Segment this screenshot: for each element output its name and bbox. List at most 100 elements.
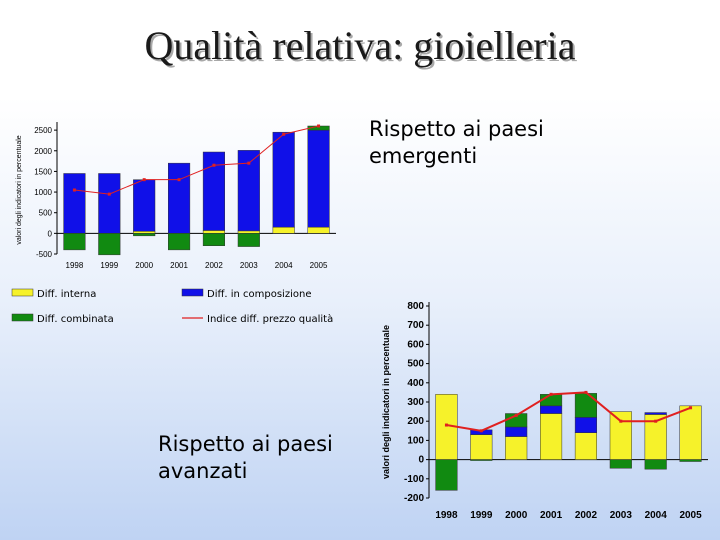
c2-bar-combinata [679,459,702,462]
c1-bar-combinata [63,233,86,251]
c1-xtick-label: 2004 [275,261,293,270]
chart-emerging: 2500 2000 1500 1000 500 0 -500 1998 1999 2000 2001… [11,122,336,325]
c1-bar-composizione [63,173,86,234]
c2-xtick-label: 2001 [540,510,563,521]
c2-xtick-label: 2000 [505,510,528,521]
c2-point-indice [619,419,623,423]
c2-bar-interna [505,436,528,460]
c1-bar-interna [133,231,156,234]
legend-swatch-combinata [11,313,34,322]
c2-bar-interna [540,413,563,460]
c1-ytick-label: -500 [36,250,53,259]
c1-point-indice [282,132,286,136]
legend-label-indice: Indice diff. prezzo qualità [207,313,333,325]
c1-xtick-label: 2000 [135,261,153,270]
caption-advanced: Rispetto ai paesi avanzati [158,432,333,483]
c2-ytick-label: 0 [418,455,424,466]
c2-ytick-label: 400 [407,378,424,389]
page-title: Qualità relativa: gioielleria [144,23,576,68]
c2-ytick-label: -200 [404,493,424,504]
c1-point-indice [177,178,181,182]
c2-ytick-label: 500 [407,359,424,370]
c1-bar-composizione [202,151,225,231]
c2-bar-combinata [644,459,667,470]
c2-bar-combinata [574,393,597,418]
c1-point-indice [317,124,321,128]
c1-bar-composizione [237,150,260,232]
c2-point-indice [514,413,518,417]
c2-bar-interna [609,411,632,460]
c2-ytick-label: 800 [407,301,424,312]
legend-label-interna: Diff. interna [37,289,96,300]
c2-bar-composizione [644,412,667,415]
c1-xtick-label: 1999 [100,261,118,270]
legend-swatch-composizione [181,288,204,297]
c1-xtick-label: 2001 [170,261,188,270]
c1-ytick-label: 0 [48,229,53,238]
c1-point-indice [107,192,111,196]
c2-ytick-label: 100 [407,435,424,446]
caption-emerging: Rispetto ai paesi emergenti [369,117,544,168]
c1-bar-interna [237,230,260,234]
c2-bar-composizione [540,405,563,414]
c1-bar-combinata [237,233,260,247]
c1-bar-composizione [133,179,156,232]
c1-bar-composizione [272,131,295,228]
c1-bar-combinata [202,233,225,246]
c2-bar-combinata [540,394,563,407]
c1-xtick-label: 2005 [310,261,328,270]
c1-point-indice [212,163,216,167]
c1-y-axis-label: valori degli indicatori in percentuale [16,135,23,244]
c1-ytick-label: 2000 [34,147,52,156]
c2-bar-composizione [574,417,597,433]
c2-bar-composizione [505,426,528,437]
c1-ytick-label: 1500 [34,167,52,176]
c2-ytick-label: 700 [407,320,424,331]
c2-ytick-label: 300 [407,397,424,408]
c2-point-indice [584,390,588,394]
c1-bar-interna [202,230,225,234]
c2-bar-combinata [435,459,458,491]
c2-bar-interna [679,405,702,460]
c2-line-indice [446,391,691,432]
c2-point-indice [549,392,553,396]
c2-bar-combinata [609,459,632,469]
c2-point-indice [654,419,658,423]
c1-ytick-label: 2500 [34,126,52,135]
c2-bar-interna [574,432,597,460]
c2-point-indice [479,429,483,433]
legend-swatch-interna [11,288,34,297]
c2-ytick-label: 200 [407,416,424,427]
c1-bar-composizione [168,162,191,234]
c2-y-axis-label: valori degli indicatori in percentuale [381,325,391,479]
c1-xtick-label: 2002 [205,261,223,270]
legend-label-composizione: Diff. in composizione [207,289,311,300]
legend-label-combinata: Diff. combinata [37,314,114,325]
chart-advanced: 800 700 600 500 400 300 200 100 0 -100 -200 1998 199… [381,301,708,521]
c1-xtick-label: 1998 [66,261,84,270]
c1-bar-combinata [168,233,191,251]
c1-point-indice [72,188,76,192]
c2-bar-combinata [470,459,493,461]
c1-point-indice [142,178,146,182]
c2-ytick-label: -100 [404,474,424,485]
c1-bar-combinata [133,233,156,237]
c1-bar-composizione [307,129,330,228]
c1-bar-interna [307,226,330,234]
c2-ytick-label: 600 [407,339,424,350]
c2-xtick-label: 2004 [645,510,668,521]
c2-xtick-label: 1999 [470,510,493,521]
c2-point-indice [444,423,448,427]
c1-bar-combinata [98,233,121,256]
c1-xtick-label: 2003 [240,261,258,270]
c2-xtick-label: 2002 [575,510,598,521]
c2-point-indice [689,406,693,410]
c1-ytick-label: 500 [39,209,53,218]
c1-point-indice [247,161,251,165]
c1-line-indice [74,125,319,195]
c2-xtick-label: 2003 [610,510,633,521]
c2-bar-interna [470,434,493,460]
c1-bar-interna [272,226,295,234]
c1-bar-composizione [98,173,121,234]
c2-xtick-label: 2005 [679,510,702,521]
